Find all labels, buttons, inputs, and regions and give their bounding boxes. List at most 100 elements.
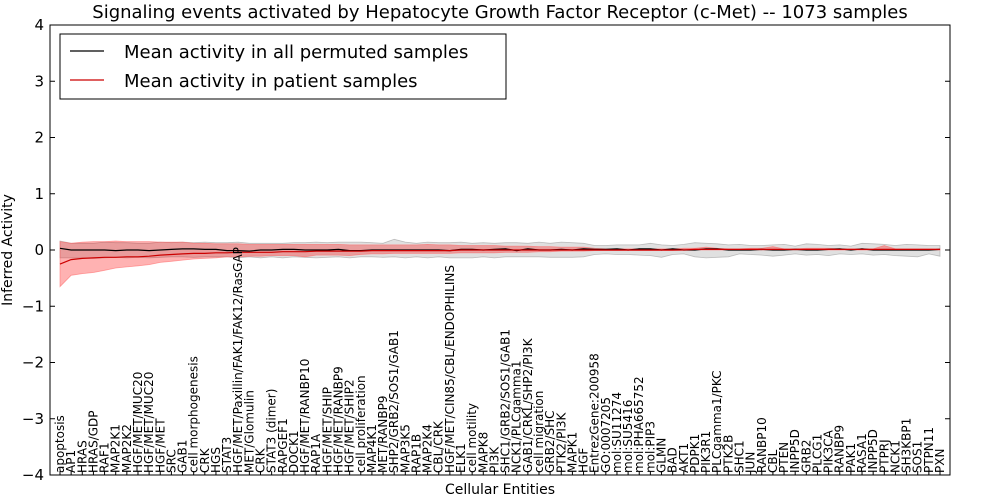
category-label: MAP2K2	[120, 424, 134, 473]
category-label: MAPK1	[565, 432, 579, 473]
category-label: apoptosis	[53, 415, 67, 473]
y-axis-label: Inferred Activity	[0, 194, 16, 306]
category-label: GRB2/SHC	[543, 410, 557, 473]
y-axis-ticks: 4 3 2 1 0 −1 −2 −3 −4	[22, 16, 950, 484]
category-label: EntrezGene:200958	[588, 353, 602, 473]
category-label: BAD	[666, 447, 680, 473]
category-label: HGS	[209, 447, 223, 473]
category-label: cell motility	[465, 403, 479, 473]
category-label: PTEN	[777, 442, 791, 473]
category-label: mol:SU11274	[610, 392, 624, 473]
category-label: mol:PIP3	[643, 421, 657, 473]
category-label: RANBP9	[833, 425, 847, 473]
category-label: HGF/MET/SHIP	[320, 387, 334, 473]
category-label: PTK2/PI3K	[554, 411, 568, 473]
category-label: SHP2/GRB2/SOS1/GAB1	[387, 330, 401, 473]
category-label: HGF/MET/CIN85/CBL/ENDOPHILINS	[443, 265, 457, 473]
category-label: HGF/MET/MUC20	[142, 372, 156, 473]
category-label: MAP3K5	[398, 424, 412, 473]
y-tick-label: −2	[22, 354, 44, 372]
category-label: MET/RANBP9	[376, 396, 390, 473]
y-tick-label: −1	[22, 297, 44, 315]
category-label: CBL	[766, 449, 780, 473]
y-tick-label: 2	[34, 129, 44, 147]
category-label: RAF1	[98, 442, 112, 473]
category-label: RANBP10	[755, 417, 769, 473]
category-label: CBL/CRK	[432, 420, 446, 473]
category-label: PTPN11	[922, 427, 936, 473]
category-label: HGF/MET/Paxillin/FAK1/FAK12/RasGAP	[231, 247, 245, 473]
legend-box	[59, 33, 507, 100]
category-labels: apoptosisAP1HRASHRAS/GDPRAF1MAP2K1MAP2K2…	[53, 247, 947, 475]
chart-title: Signaling events activated by Hepatocyte…	[92, 2, 907, 23]
category-label: cell morphogenesis	[187, 356, 201, 473]
y-tick-label: −4	[22, 466, 44, 484]
y-tick-label: 3	[34, 72, 44, 90]
category-label: PTK2B	[721, 435, 735, 473]
category-label: SRC	[164, 449, 178, 473]
category-label: GAB1/CRKL/SHP2/PI3K	[521, 337, 535, 473]
category-label: cell migration	[532, 391, 546, 473]
category-label: PIK3R1	[699, 431, 713, 473]
category-label: AP1	[64, 450, 78, 473]
category-label: HRAS/GDP	[86, 410, 100, 473]
y-tick-label: 0	[34, 241, 44, 259]
category-label: HGF/MET/RANBP9	[332, 366, 346, 473]
category-label: MAPK8	[476, 432, 490, 473]
category-label: CRK	[198, 447, 212, 473]
category-label: PIK3CA	[822, 429, 836, 473]
legend-permuted-label: Mean activity in all permuted samples	[124, 42, 468, 63]
category-label: GLMN	[655, 438, 669, 473]
category-label: cell proliferation	[354, 375, 368, 473]
category-label: HGF	[577, 448, 591, 473]
y-tick-label: 4	[34, 16, 44, 34]
category-label: PLCG1	[811, 434, 825, 473]
category-label: SH3KBP1	[900, 418, 914, 473]
category-label: SOS1	[911, 441, 925, 473]
category-label: DOCK1	[287, 430, 301, 473]
category-label: RASA1	[855, 433, 869, 473]
confidence-bands	[59, 238, 941, 288]
category-label: PLCgamma1/PKC	[710, 370, 724, 473]
category-label: GAB1	[176, 440, 190, 473]
category-label: GO:0007205	[599, 397, 613, 473]
category-label: HRAS	[75, 440, 89, 473]
y-tick-label: −3	[22, 410, 44, 428]
category-label: mol:SU5416	[621, 400, 635, 473]
category-label: RAP1A	[309, 433, 323, 473]
series-line-patient	[59, 248, 940, 265]
category-label: MET/Glomulin	[242, 390, 256, 473]
category-label: SHC1/GRB2/SOS1/GAB1	[499, 329, 513, 473]
category-label: SHC1	[733, 440, 747, 473]
category-label: mol:PHA665752	[632, 376, 646, 473]
plot-frame	[49, 24, 951, 476]
category-label: HGF/MET/SHIP2	[343, 379, 357, 473]
legend-patient-label: Mean activity in patient samples	[124, 71, 418, 92]
category-label: MAP4K1	[365, 424, 379, 473]
legend: Mean activity in all permuted samples Me…	[59, 33, 507, 100]
category-label: AKT1	[677, 443, 691, 473]
category-label: NCK1/PLCgamma1	[510, 360, 524, 473]
category-label: HGF/MET/RANBP10	[298, 359, 312, 473]
category-label: ELK1	[454, 443, 468, 473]
category-label: PDPK1	[688, 434, 702, 473]
category-label: RAPGEF1	[276, 418, 290, 473]
category-label: CRK	[254, 447, 268, 473]
category-label: STAT3	[220, 437, 234, 473]
category-label: JUN	[744, 452, 758, 474]
category-label: PTPRJ	[877, 439, 891, 473]
x-axis-label: Cellular Entities	[445, 482, 555, 498]
series-lines	[59, 247, 941, 265]
category-label: INPP5D	[866, 429, 880, 473]
category-label: RAP1B	[410, 434, 424, 473]
category-label: INPP5D	[788, 429, 802, 473]
category-label: STAT3 (dimer)	[265, 389, 279, 473]
category-label: NCK1	[888, 440, 902, 473]
category-label: PAK1	[844, 443, 858, 473]
category-label: MAP2K4	[421, 424, 435, 473]
category-label: MAP2K1	[109, 424, 123, 473]
category-label: PXN	[933, 449, 947, 473]
category-label: HGF/MET/MUC20	[131, 372, 145, 473]
category-label: HGF/MET	[153, 418, 167, 473]
